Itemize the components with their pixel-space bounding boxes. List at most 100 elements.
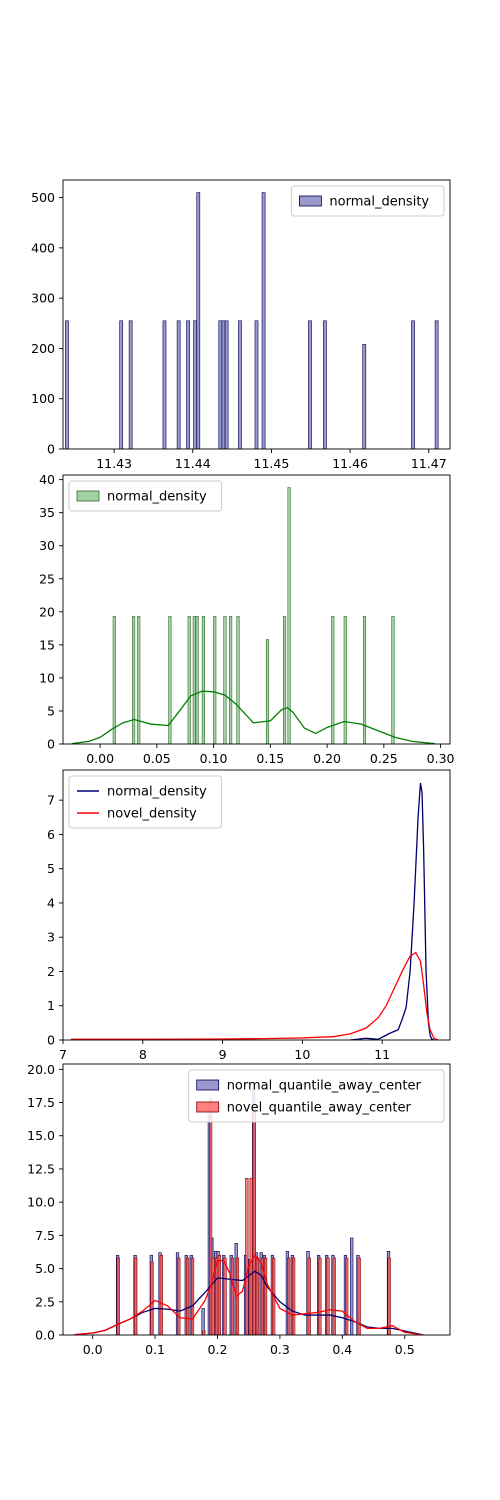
kde-curve-1	[71, 690, 435, 744]
y-tick-label-2-4: 15	[39, 637, 55, 652]
y-tick-label-1-1: 0	[47, 442, 55, 457]
legend-box-1	[290, 185, 445, 217]
bar-series2-24	[292, 1257, 296, 1335]
bar-series1-4	[162, 320, 167, 449]
bar-series1-6	[186, 320, 190, 449]
x-tick-label-2-2: 0.05	[143, 751, 171, 766]
y-tick-label-4-6: 12.5	[27, 1161, 55, 1176]
axes-frame-3	[62, 769, 451, 1041]
y-tick-label-1-6: 500	[31, 190, 55, 205]
x-tick-label-3-2: 8	[139, 1047, 147, 1062]
bar-series1-9	[218, 320, 223, 449]
x-tick-label-1-3: 11.45	[254, 456, 290, 471]
bar-series1-16	[323, 320, 327, 449]
plot-area-1	[65, 192, 439, 449]
y-tick-label-2-7: 30	[39, 538, 55, 553]
axes-frame-1	[62, 179, 451, 450]
bar-series2-12	[217, 1254, 221, 1335]
bar-series1-17	[343, 616, 347, 744]
bar-series2-21	[263, 1257, 268, 1335]
bar-series1-18	[411, 320, 415, 449]
legend-swatch-4-1	[196, 1079, 220, 1091]
y-tick-label-2-1: 0	[47, 737, 55, 752]
x-tick-label-2-1: 0.00	[86, 751, 114, 766]
bar-series1-3	[128, 320, 133, 449]
bar-series2-19	[255, 1257, 260, 1335]
bar-series1-30	[350, 1237, 354, 1335]
legend-label-4-2: novel_quantile_away_center	[227, 1101, 412, 1116]
x-tick-label-1-1: 11.43	[96, 456, 132, 471]
bar-series2-13	[223, 1257, 227, 1335]
bar-series2-25	[307, 1257, 311, 1335]
subplot-1: 11.43 11.44 11.45 11.46 11.47 0 100 200 300 400 50…	[31, 179, 451, 471]
bar-series2-7	[190, 1257, 195, 1335]
bar-series1-18	[362, 616, 367, 744]
bar-series2-2	[134, 1257, 138, 1335]
bar-series1-11	[224, 320, 229, 449]
bar-series2-10	[211, 1257, 215, 1335]
bar-series1-2	[132, 616, 136, 744]
y-tick-label-3-3: 2	[47, 964, 55, 979]
bar-series2-4	[159, 1254, 163, 1335]
y-tick-label-4-8: 17.5	[27, 1095, 55, 1110]
y-tick-label-4-9: 20.0	[27, 1062, 55, 1077]
y-tick-label-4-2: 2.5	[35, 1294, 55, 1309]
y-tick-label-3-5: 4	[47, 895, 55, 910]
legend-box-2	[68, 480, 223, 512]
bar-series1-15	[287, 487, 291, 744]
y-tick-label-2-6: 25	[39, 571, 55, 586]
subplot-3: 7 8 9 10 11 0 1 2 3 4 5 6 7 normal_density novel_densi…	[47, 769, 451, 1062]
bar-series2-18	[252, 1108, 256, 1335]
legend-label-1-1: normal_density	[329, 195, 429, 210]
bar-series1-4	[168, 616, 172, 744]
bar-series2-23	[287, 1257, 291, 1335]
x-tick-label-2-5: 0.20	[313, 751, 341, 766]
x-tick-label-1-4: 11.46	[332, 456, 368, 471]
bar-series2-26	[318, 1257, 322, 1335]
y-tick-label-4-7: 15.0	[27, 1128, 55, 1143]
legend-2: normal_density	[68, 480, 223, 512]
line-series-2	[70, 951, 439, 1040]
y-tick-label-2-8: 35	[39, 505, 55, 520]
x-tick-label-3-1: 7	[59, 1047, 67, 1062]
y-tick-label-1-2: 100	[31, 391, 55, 406]
legend-label-3-1: normal_density	[107, 785, 207, 800]
bar-series2-5	[177, 1257, 181, 1335]
bar-series2-3	[150, 1261, 154, 1335]
bar-series2-17	[249, 1177, 253, 1335]
subplot-2: 0.00 0.05 0.10 0.15 0.20 0.25 0.30 0 5 10 15 20 25 30…	[39, 472, 454, 766]
x-tick-label-3-3: 9	[219, 1047, 227, 1062]
y-tick-label-2-2: 5	[47, 703, 55, 718]
legend-swatch-1-1	[298, 195, 322, 207]
x-tick-label-4-2: 0.1	[145, 1342, 165, 1357]
x-tick-label-3-4: 10	[294, 1047, 310, 1062]
y-tick-label-4-1: 0.0	[35, 1328, 55, 1343]
bar-series1-14	[261, 192, 266, 449]
x-tick-label-2-3: 0.10	[200, 751, 228, 766]
bar-series1-11	[229, 616, 233, 744]
bar-series1-3	[137, 616, 141, 744]
legend-box-3	[68, 775, 223, 829]
bar-series2-27	[326, 1257, 330, 1335]
legend-3: normal_density novel_density	[68, 775, 223, 829]
bar-series1-5	[187, 616, 191, 744]
x-tick-label-3-5: 11	[374, 1047, 390, 1062]
bar-series1-12	[236, 616, 240, 744]
bar-series2-14	[230, 1257, 235, 1335]
bar-series1-5	[176, 320, 181, 449]
y-tick-label-3-2: 1	[47, 998, 55, 1013]
y-tick-label-2-9: 40	[39, 472, 55, 487]
bar-series1-15	[308, 320, 312, 449]
bar-series1-19	[434, 320, 439, 449]
plot-area-4	[73, 1088, 424, 1335]
bar-series1-16	[331, 616, 335, 744]
x-tick-label-4-1: 0.0	[83, 1342, 103, 1357]
bar-series2-29	[345, 1257, 349, 1335]
bar-series2-31	[387, 1257, 391, 1335]
bar-series1-14	[282, 616, 287, 744]
legend-label-4-1: normal_quantile_away_center	[227, 1079, 422, 1094]
x-tick-label-4-4: 0.3	[270, 1342, 290, 1357]
x-tick-label-2-4: 0.15	[256, 751, 284, 766]
bar-series1-13	[265, 639, 270, 744]
y-tick-label-3-7: 6	[47, 827, 55, 842]
